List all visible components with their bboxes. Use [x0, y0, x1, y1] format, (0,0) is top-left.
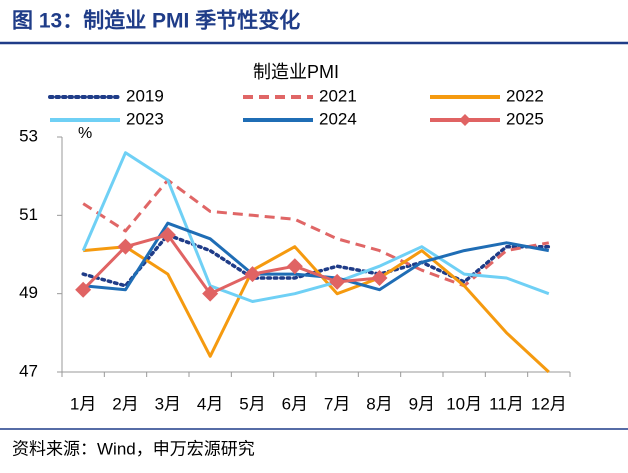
y-tick-label: 53: [19, 126, 38, 145]
series-line: [81, 233, 551, 288]
legend-marker: [459, 114, 471, 126]
series-line: [83, 245, 550, 374]
x-tick-label: 4月: [197, 394, 223, 413]
legend-label: 2024: [319, 109, 357, 128]
point-marker: [286, 258, 303, 275]
point-marker: [117, 238, 134, 255]
x-tick-label: 8月: [366, 394, 392, 413]
x-tick-label: 5月: [239, 394, 265, 413]
x-tick-label: 9月: [409, 394, 435, 413]
legend-label: 2021: [319, 86, 357, 105]
legend-label: 2022: [506, 86, 544, 105]
point-marker: [329, 273, 346, 290]
legend-label: 2025: [506, 109, 544, 128]
y-unit: %: [78, 125, 92, 142]
figure-title: 图 13：制造业 PMI 季节性变化: [12, 9, 300, 33]
point-marker: [202, 285, 219, 302]
series-line: [82, 178, 550, 288]
point-marker: [244, 266, 261, 283]
series-line: [81, 151, 550, 303]
x-tick-label: 12月: [531, 394, 567, 413]
y-tick-label: 49: [19, 283, 38, 302]
x-tick-label: 7月: [324, 394, 350, 413]
x-tick-label: 2月: [112, 394, 138, 413]
source: 资料来源：Wind，申万宏源研究: [12, 439, 255, 458]
x-tick-label: 10月: [446, 394, 482, 413]
legend-label: 2019: [126, 86, 164, 105]
x-tick-label: 11月: [489, 394, 524, 413]
point-marker: [75, 281, 92, 298]
x-tick-label: 6月: [282, 394, 308, 413]
y-tick-label: 51: [19, 205, 38, 224]
legend-label: 2023: [126, 109, 164, 128]
x-tick-label: 3月: [155, 394, 181, 413]
x-tick-label: 1月: [70, 394, 96, 413]
chart-title: 制造业PMI: [253, 62, 339, 82]
point-marker: [371, 270, 388, 286]
point-marker: [159, 226, 176, 243]
series-line: [83, 221, 550, 292]
series-line: [82, 233, 380, 296]
y-tick-label: 47: [19, 361, 38, 380]
